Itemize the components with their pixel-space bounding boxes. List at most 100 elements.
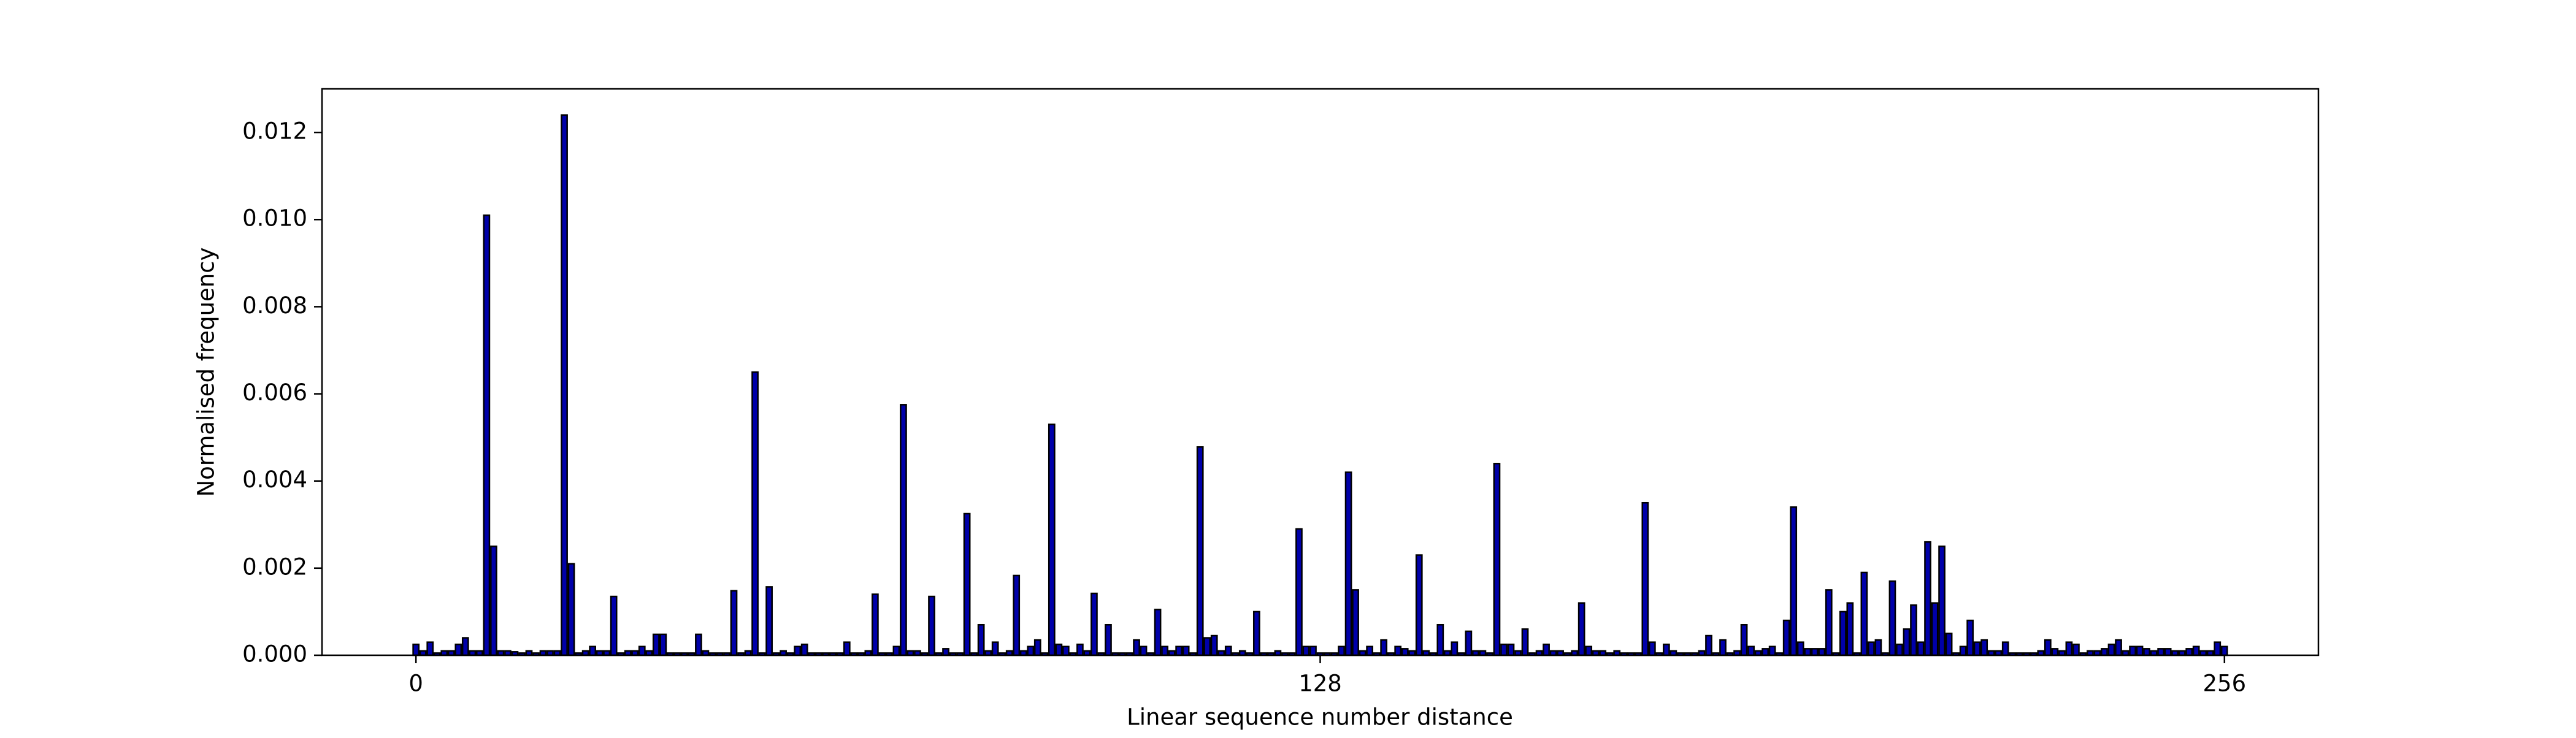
bar [1846, 602, 1854, 656]
bar [1740, 623, 1748, 656]
bar [1931, 602, 1939, 656]
y-tick-label: 0.006 [242, 379, 307, 406]
bar [1761, 648, 1769, 656]
bar [1782, 619, 1790, 656]
bar [1352, 589, 1359, 656]
bar [610, 595, 618, 656]
bar [963, 512, 971, 656]
bar [454, 643, 462, 656]
bar [2164, 648, 2172, 656]
bar [1203, 637, 1211, 656]
bar [1811, 648, 1819, 656]
x-tick-label: 256 [2202, 671, 2246, 697]
bar [2044, 639, 2052, 656]
bar [412, 643, 420, 656]
bar [1451, 641, 1459, 656]
bar [1295, 528, 1303, 656]
bar [1790, 506, 1798, 656]
bar [1154, 609, 1162, 656]
bar [1543, 643, 1550, 656]
bar [1380, 639, 1388, 656]
bar [800, 643, 808, 656]
bar [1577, 602, 1585, 656]
bar [2214, 641, 2221, 656]
y-tick-label: 0.000 [242, 641, 307, 668]
bar [2107, 643, 2115, 656]
bar [1796, 641, 1804, 656]
bar [1224, 645, 1232, 656]
bar [695, 633, 702, 656]
bar [900, 404, 907, 656]
bar [2220, 645, 2228, 656]
bar [2157, 648, 2165, 656]
bar [1868, 641, 1875, 656]
bar [1175, 645, 1183, 656]
bar [2115, 639, 2122, 656]
bar [1210, 634, 1218, 656]
bar [1436, 623, 1444, 656]
bar [1048, 424, 1056, 656]
bar [1500, 643, 1508, 656]
bar [2192, 645, 2200, 656]
bar [1945, 633, 1953, 656]
y-tick-label: 0.004 [242, 466, 307, 493]
bar [2065, 641, 2073, 656]
bar [659, 633, 667, 656]
bar [483, 214, 491, 656]
bar [2051, 648, 2059, 656]
bar [1013, 574, 1021, 656]
bar [1465, 630, 1473, 656]
bar [1917, 641, 1925, 656]
bar [1196, 446, 1204, 656]
x-axis-label: Linear sequence number distance [1127, 704, 1513, 731]
bar [1719, 639, 1727, 656]
bar [1033, 639, 1041, 656]
bar [765, 586, 773, 656]
bar [1980, 639, 1988, 656]
x-tick-label: 0 [408, 671, 423, 697]
bar [1338, 645, 1345, 656]
bar [1705, 634, 1712, 656]
bar [1366, 645, 1373, 656]
bar [1641, 501, 1649, 656]
bar [1768, 645, 1776, 656]
bar [2001, 641, 2009, 656]
bar [2072, 643, 2080, 656]
bar [843, 641, 851, 656]
bar [589, 645, 596, 656]
bar [1062, 645, 1070, 656]
bar [1344, 471, 1352, 656]
bar [1910, 604, 1917, 656]
bar [1415, 554, 1423, 656]
bar [1182, 645, 1190, 656]
bar [1973, 641, 1981, 656]
bar [942, 648, 949, 656]
bar [1648, 641, 1656, 656]
bar [1252, 611, 1260, 656]
bar [1663, 643, 1670, 656]
y-tick-label: 0.012 [242, 118, 307, 145]
bar [1076, 643, 1084, 656]
bar [1161, 645, 1168, 656]
bar [2136, 645, 2144, 656]
bar [2185, 648, 2193, 656]
bar [1903, 628, 1911, 656]
bar [1818, 648, 1826, 656]
bar [1140, 645, 1148, 656]
bar [977, 623, 985, 656]
y-tick-label: 0.002 [242, 554, 307, 580]
bar [1493, 463, 1501, 656]
bar [794, 645, 802, 656]
bar [1874, 639, 1882, 656]
bar [1747, 645, 1755, 656]
bar [1924, 541, 1931, 656]
plot-frame [321, 88, 2320, 656]
bar [1027, 645, 1035, 656]
bar [1133, 639, 1140, 656]
bar [638, 645, 646, 656]
bar [1521, 628, 1529, 656]
bar [1938, 546, 1945, 656]
bar [1401, 648, 1409, 656]
bar [1394, 645, 1402, 656]
